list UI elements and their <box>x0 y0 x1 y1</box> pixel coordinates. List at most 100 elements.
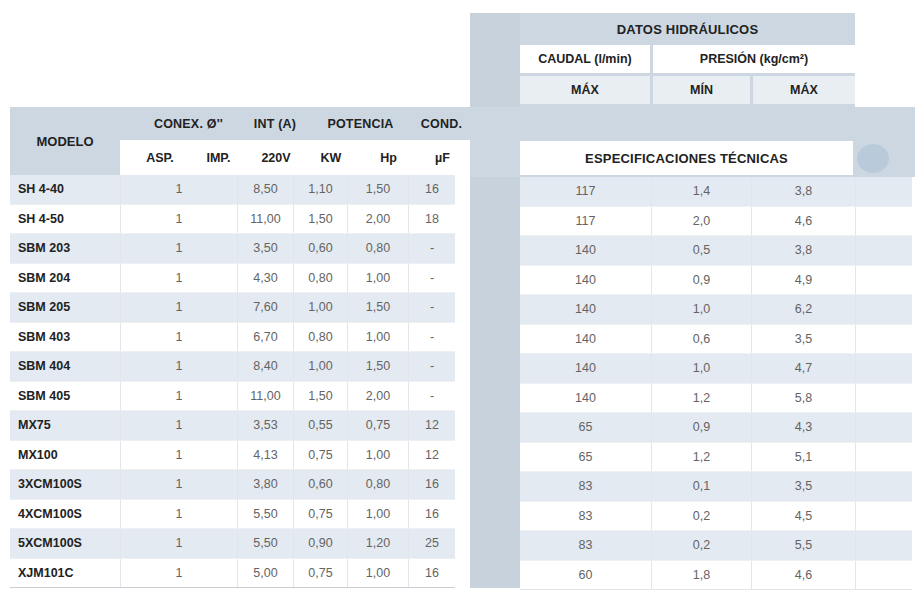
table-row: SBM 405 1 11,00 1,50 2,00 - <box>10 382 455 412</box>
left-table-body: SH 4-40 1 8,50 1,10 1,50 16 SH 4-50 1 11… <box>10 175 455 588</box>
uf-cell: 18 <box>408 205 455 234</box>
spec-banner: ESPECIFICACIONES TÉCNICAS <box>520 141 853 175</box>
conex-cell: 1 <box>120 382 237 411</box>
table-row: 3XCM100S 1 3,80 0,60 0,80 16 <box>10 470 455 500</box>
uf-cell: - <box>408 293 455 322</box>
imp-subheader: IMP. <box>190 140 247 175</box>
modelo-cell: SH 4-40 <box>10 175 120 204</box>
table-row: 140 0,5 3,8 <box>520 236 912 266</box>
uf-cell: - <box>408 234 455 263</box>
hydraulic-table-body: 117 1,4 3,8 117 2,0 4,6 140 0,5 3,8 140 … <box>520 177 912 590</box>
uf-cell: 25 <box>408 529 455 558</box>
presion-max-cell: 4,7 <box>751 354 855 383</box>
uf-cell: 12 <box>408 411 455 440</box>
modelo-cell: SBM 204 <box>10 264 120 293</box>
v220-cell: 7,60 <box>237 293 293 322</box>
empty-cell <box>855 443 912 472</box>
kw-cell: 0,60 <box>293 234 347 263</box>
cond-group-header: COND. <box>418 107 465 140</box>
table-row: SBM 203 1 3,50 0,60 0,80 - <box>10 234 455 264</box>
table-row: SBM 403 1 6,70 0,80 1,00 - <box>10 323 455 353</box>
presion-min-cell: 1,0 <box>651 354 751 383</box>
int-group-header: INT (A) <box>247 107 303 140</box>
presion-min-cell: 2,0 <box>651 207 751 236</box>
modelo-cell: SH 4-50 <box>10 205 120 234</box>
table-row: 117 1,4 3,8 <box>520 177 912 207</box>
v220-cell: 4,30 <box>237 264 293 293</box>
hp-cell: 1,50 <box>347 175 408 204</box>
hp-subheader: Hp <box>359 140 418 175</box>
empty-cell <box>855 502 912 531</box>
v220-cell: 3,80 <box>237 470 293 499</box>
presion-min-cell: 0,1 <box>651 472 751 501</box>
hydraulic-panel-title: DATOS HIDRÁULICOS <box>520 13 855 45</box>
asp-subheader: ASP. <box>132 140 188 175</box>
presion-min-subheader: MÍN <box>653 76 750 104</box>
empty-cell <box>855 266 912 295</box>
table-row: 83 0,1 3,5 <box>520 472 912 502</box>
v220-cell: 11,00 <box>237 382 293 411</box>
caudal-max-cell: 65 <box>520 413 651 442</box>
table-row: 65 0,9 4,3 <box>520 413 912 443</box>
uf-cell: 16 <box>408 559 455 588</box>
uf-cell: 12 <box>408 441 455 470</box>
empty-cell <box>855 413 912 442</box>
caudal-max-cell: 65 <box>520 443 651 472</box>
empty-cell <box>855 531 912 560</box>
table-row: SH 4-40 1 8,50 1,10 1,50 16 <box>10 175 455 205</box>
presion-max-cell: 4,3 <box>751 413 855 442</box>
caudal-max-cell: 117 <box>520 207 651 236</box>
empty-cell <box>855 354 912 383</box>
kw-cell: 0,55 <box>293 411 347 440</box>
table-row: 5XCM100S 1 5,50 0,90 1,20 25 <box>10 529 455 559</box>
modelo-cell: 5XCM100S <box>10 529 120 558</box>
hp-cell: 1,00 <box>347 500 408 529</box>
kw-cell: 0,80 <box>293 264 347 293</box>
kw-cell: 0,60 <box>293 470 347 499</box>
hp-cell: 0,80 <box>347 234 408 263</box>
v220-cell: 3,53 <box>237 411 293 440</box>
conex-group-header: CONEX. Ø'' <box>130 107 247 140</box>
presion-max-cell: 4,6 <box>751 207 855 236</box>
presion-min-cell: 0,5 <box>651 236 751 265</box>
uf-subheader: µF <box>420 140 465 175</box>
spec-sheet-page: DATOS HIDRÁULICOS CAUDAL (l/min) PRESIÓN… <box>0 0 915 611</box>
modelo-cell: 4XCM100S <box>10 500 120 529</box>
table-row: 83 0,2 4,5 <box>520 502 912 532</box>
table-row: 140 1,2 5,8 <box>520 384 912 414</box>
conex-cell: 1 <box>120 500 237 529</box>
hp-cell: 1,00 <box>347 441 408 470</box>
empty-cell <box>855 325 912 354</box>
presion-max-cell: 5,5 <box>751 531 855 560</box>
presion-min-cell: 0,2 <box>651 531 751 560</box>
table-row: 117 2,0 4,6 <box>520 207 912 237</box>
table-row: 140 0,6 3,5 <box>520 325 912 355</box>
kw-cell: 0,75 <box>293 500 347 529</box>
table-row: 60 1,8 4,6 <box>520 561 912 591</box>
modelo-cell: 3XCM100S <box>10 470 120 499</box>
caudal-column-header: CAUDAL (l/min) <box>520 45 650 73</box>
presion-min-cell: 0,9 <box>651 266 751 295</box>
conex-cell: 1 <box>120 411 237 440</box>
conex-cell: 1 <box>120 441 237 470</box>
presion-max-cell: 6,2 <box>751 295 855 324</box>
modelo-cell: SBM 404 <box>10 352 120 381</box>
decorative-circle-icon <box>857 144 889 173</box>
modelo-cell: MX75 <box>10 411 120 440</box>
conex-cell: 1 <box>120 323 237 352</box>
conex-cell: 1 <box>120 264 237 293</box>
hp-cell: 0,75 <box>347 411 408 440</box>
empty-cell <box>855 207 912 236</box>
kw-cell: 0,75 <box>293 559 347 588</box>
presion-min-cell: 1,2 <box>651 443 751 472</box>
panel-separator-strip <box>470 13 520 588</box>
presion-max-cell: 3,5 <box>751 325 855 354</box>
empty-cell <box>855 384 912 413</box>
conex-cell: 1 <box>120 529 237 558</box>
conex-cell: 1 <box>120 175 237 204</box>
kw-cell: 0,90 <box>293 529 347 558</box>
empty-cell <box>855 236 912 265</box>
modelo-column-header: MODELO <box>10 107 120 175</box>
table-row: 83 0,2 5,5 <box>520 531 912 561</box>
hp-cell: 2,00 <box>347 205 408 234</box>
